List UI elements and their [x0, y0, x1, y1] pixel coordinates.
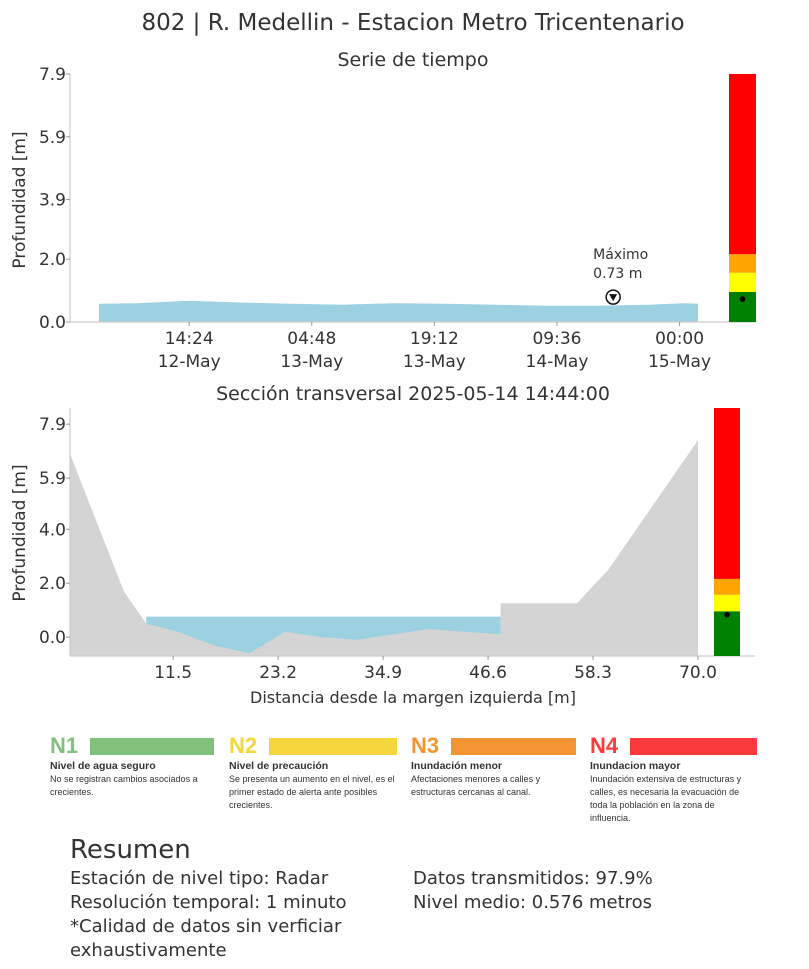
summary-quality-note: *Calidad de datos sin verficiar exhausti…	[70, 916, 342, 961]
legend-n1-desc: No se registran cambios asociados a crec…	[50, 774, 198, 797]
threshold-n2-segment	[714, 594, 740, 612]
legend-n2-desc: Se presenta un aumento en el nivel, es e…	[229, 774, 395, 810]
x-tick-date-label: 13-May	[403, 352, 466, 372]
y-tick-label: 5.9	[39, 469, 66, 489]
summary-section: Resumen Estación de nivel tipo: Radar Re…	[70, 833, 790, 963]
x-tick-time-label: 09:36	[532, 329, 581, 349]
cross-section-ylabel: Profundidad [m]	[10, 464, 30, 601]
y-tick-label: 3.9	[39, 191, 66, 211]
threshold-n3-segment	[714, 578, 740, 595]
current-level-dot	[739, 296, 746, 302]
x-tick-label: 46.6	[469, 663, 507, 683]
chart-canvas: 802 | R. Medellin - Estacion Metro Trice…	[10, 10, 756, 707]
cross-section-chart: Sección transversal 2025-05-14 14:44:00 …	[10, 383, 755, 707]
cross-section-plot: 0.0 2.0 4.0 5.9 7.9 11.5 23.2 34.9 46.6 58.3 70.0	[39, 408, 755, 683]
legend-n4-code: N4	[590, 733, 619, 758]
y-tick-label: 5.9	[39, 128, 66, 148]
threshold-n1-segment	[714, 611, 740, 656]
threshold-n2-segment	[729, 272, 756, 292]
legend-n1: N1 Nivel de agua seguro No se registran …	[50, 733, 214, 799]
legend-n1-code: N1	[50, 733, 79, 758]
y-tick-label: 7.9	[39, 415, 66, 435]
legend-n4-title: Inundacion mayor	[590, 760, 681, 772]
y-tick-label: 2.0	[39, 574, 66, 594]
terrain-profile	[70, 440, 698, 656]
legend-n2-bar	[269, 737, 397, 755]
x-tick-label: 70.0	[679, 663, 717, 683]
y-tick-label: 7.9	[39, 65, 66, 85]
x-tick-label: 23.2	[259, 663, 297, 683]
y-tick-label: 4.0	[39, 520, 66, 540]
threshold-n4-segment	[714, 408, 740, 579]
legend-n1-title: Nivel de agua seguro	[50, 760, 156, 772]
legend-n3-title: Inundación menor	[411, 760, 503, 772]
max-annotation-value: 0.73 m	[593, 266, 642, 282]
time-series-threshold-bar	[729, 74, 756, 322]
x-tick-time-label: 14:24	[165, 329, 214, 349]
x-tick-date-label: 15-May	[648, 352, 711, 372]
legend-n1-bar	[90, 737, 214, 755]
x-tick-time-label: 00:00	[655, 329, 704, 349]
cross-section-threshold-bar	[714, 408, 740, 656]
time-series-chart: Serie de tiempo Profundidad [m] 0.0 2.0 3.…	[10, 49, 756, 372]
legend-n3-code: N3	[411, 733, 440, 758]
y-tick-label: 0.0	[39, 628, 66, 648]
legend-n3-desc: Afectaciones menores a calles y estructu…	[411, 774, 541, 797]
water-level-area	[99, 300, 698, 322]
x-tick-time-label: 19:12	[410, 329, 459, 349]
time-series-plot: 0.0 2.0 3.9 5.9 7.9 14:24 12-May 04:48 13-May 19:…	[39, 65, 755, 372]
x-tick-date-label: 13-May	[280, 352, 343, 372]
y-tick-label: 2.0	[39, 250, 66, 270]
x-tick-label: 34.9	[364, 663, 402, 683]
summary-data-transmitted: Datos transmitidos: 97.9%	[413, 868, 653, 889]
max-annotation-label: Máximo	[593, 247, 648, 263]
summary-resolution: Resolución temporal: 1 minuto	[70, 892, 347, 913]
summary-mean-level: Nivel medio: 0.576 metros	[413, 892, 653, 913]
cross-section-title: Sección transversal 2025-05-14 14:44:00	[216, 383, 610, 405]
x-tick-date-label: 14-May	[526, 352, 589, 372]
summary-right-column: Datos transmitidos: 97.9% Nivel medio: 0…	[413, 867, 653, 963]
y-tick-label: 0.0	[39, 313, 66, 333]
legend-n3-bar	[451, 737, 576, 755]
legend-n3: N3 Inundación menor Afectaciones menores…	[411, 733, 576, 799]
legend-n4-desc: Inundación extensiva de estructuras y ca…	[590, 774, 742, 823]
summary-station-type: Estación de nivel tipo: Radar	[70, 868, 329, 889]
time-series-title: Serie de tiempo	[338, 49, 489, 71]
max-marker-triangle	[609, 294, 618, 302]
legend-n4-bar	[630, 737, 757, 755]
summary-title: Resumen	[70, 835, 191, 865]
current-level-dot	[724, 611, 730, 618]
x-tick-label: 58.3	[574, 663, 612, 683]
threshold-n4-segment	[729, 74, 756, 255]
x-tick-time-label: 04:48	[287, 329, 336, 349]
legend-n4: N4 Inundacion mayor Inundación extensiva…	[590, 733, 757, 825]
x-tick-date-label: 12-May	[158, 352, 221, 372]
threshold-n3-segment	[729, 254, 756, 273]
legend-n2: N2 Nivel de precaución Se presenta un au…	[229, 733, 397, 812]
page-title: 802 | R. Medellin - Estacion Metro Trice…	[141, 10, 684, 36]
legend-n2-code: N2	[229, 733, 258, 758]
summary-left-column: Estación de nivel tipo: Radar Resolución…	[70, 867, 413, 963]
time-series-ylabel: Profundidad [m]	[10, 131, 30, 268]
legend-n2-title: Nivel de precaución	[229, 760, 329, 772]
x-tick-label: 11.5	[154, 663, 192, 683]
cross-section-xlabel: Distancia desde la margen izquierda [m]	[250, 688, 576, 707]
